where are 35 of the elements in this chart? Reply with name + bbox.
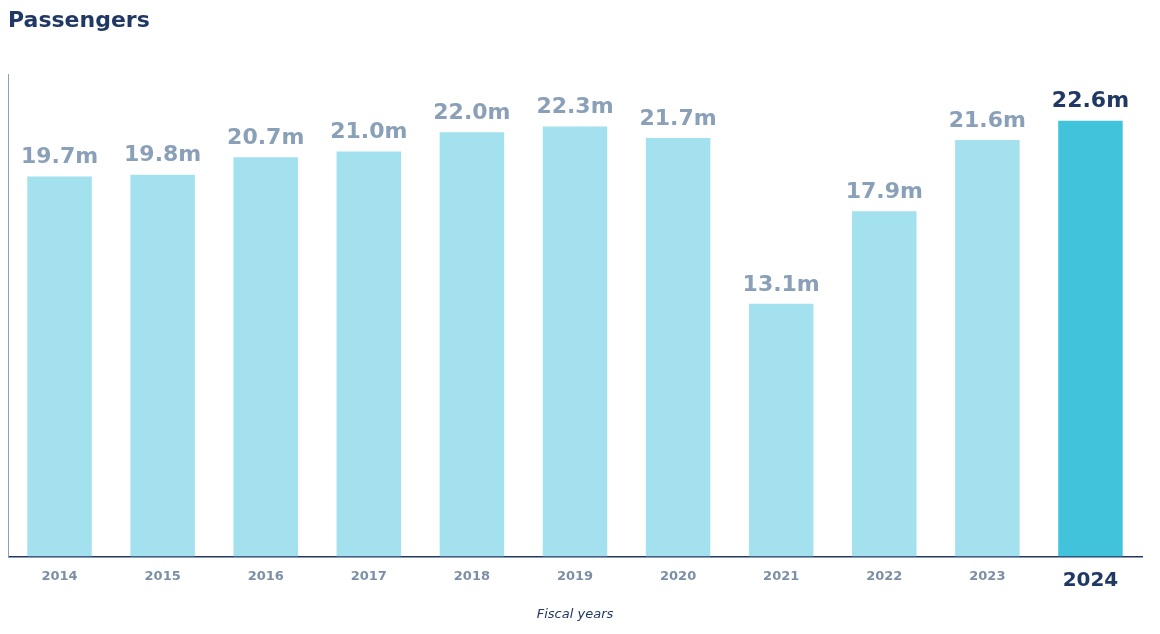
x-tick-label: 2023: [969, 567, 1006, 583]
data-label: 19.7m: [20, 143, 99, 169]
data-label: 22.0m: [433, 98, 511, 124]
x-tick-label: 2016: [247, 567, 284, 583]
x-tick-label: 2018: [453, 567, 490, 583]
bar: [130, 174, 195, 557]
x-tick-label: 2020: [660, 567, 697, 583]
bar: [336, 151, 402, 557]
bar: [542, 126, 608, 557]
data-label: 20.7m: [227, 124, 305, 150]
data-label: 17.9m: [845, 178, 923, 204]
bar: [233, 157, 298, 557]
bar: [955, 139, 1020, 557]
bar: [852, 211, 917, 557]
x-tick-label: 2022: [866, 567, 903, 583]
bar: [439, 132, 505, 557]
x-axis-title: Fiscal years: [536, 605, 614, 621]
bar: [27, 176, 92, 557]
x-tick-label: 2024: [1062, 566, 1119, 591]
x-tick-label: 2021: [763, 567, 800, 583]
data-label: 21.7m: [639, 104, 717, 130]
x-tick-label: 2015: [144, 567, 181, 583]
x-tick-label: 2014: [41, 567, 78, 583]
data-label: 22.3m: [536, 93, 614, 119]
x-tick-label: 2017: [350, 567, 387, 583]
data-label: 21.6m: [948, 106, 1026, 132]
data-label: 13.1m: [742, 270, 820, 296]
bar: [645, 138, 711, 557]
chart-title: Passengers: [8, 6, 150, 32]
bar: [748, 303, 814, 557]
bar: [1058, 120, 1123, 557]
data-label: 19.8m: [124, 141, 202, 167]
x-tick-label: 2019: [556, 567, 594, 583]
data-label: 21.0m: [330, 118, 408, 144]
data-label: 22.6m: [1051, 87, 1130, 113]
